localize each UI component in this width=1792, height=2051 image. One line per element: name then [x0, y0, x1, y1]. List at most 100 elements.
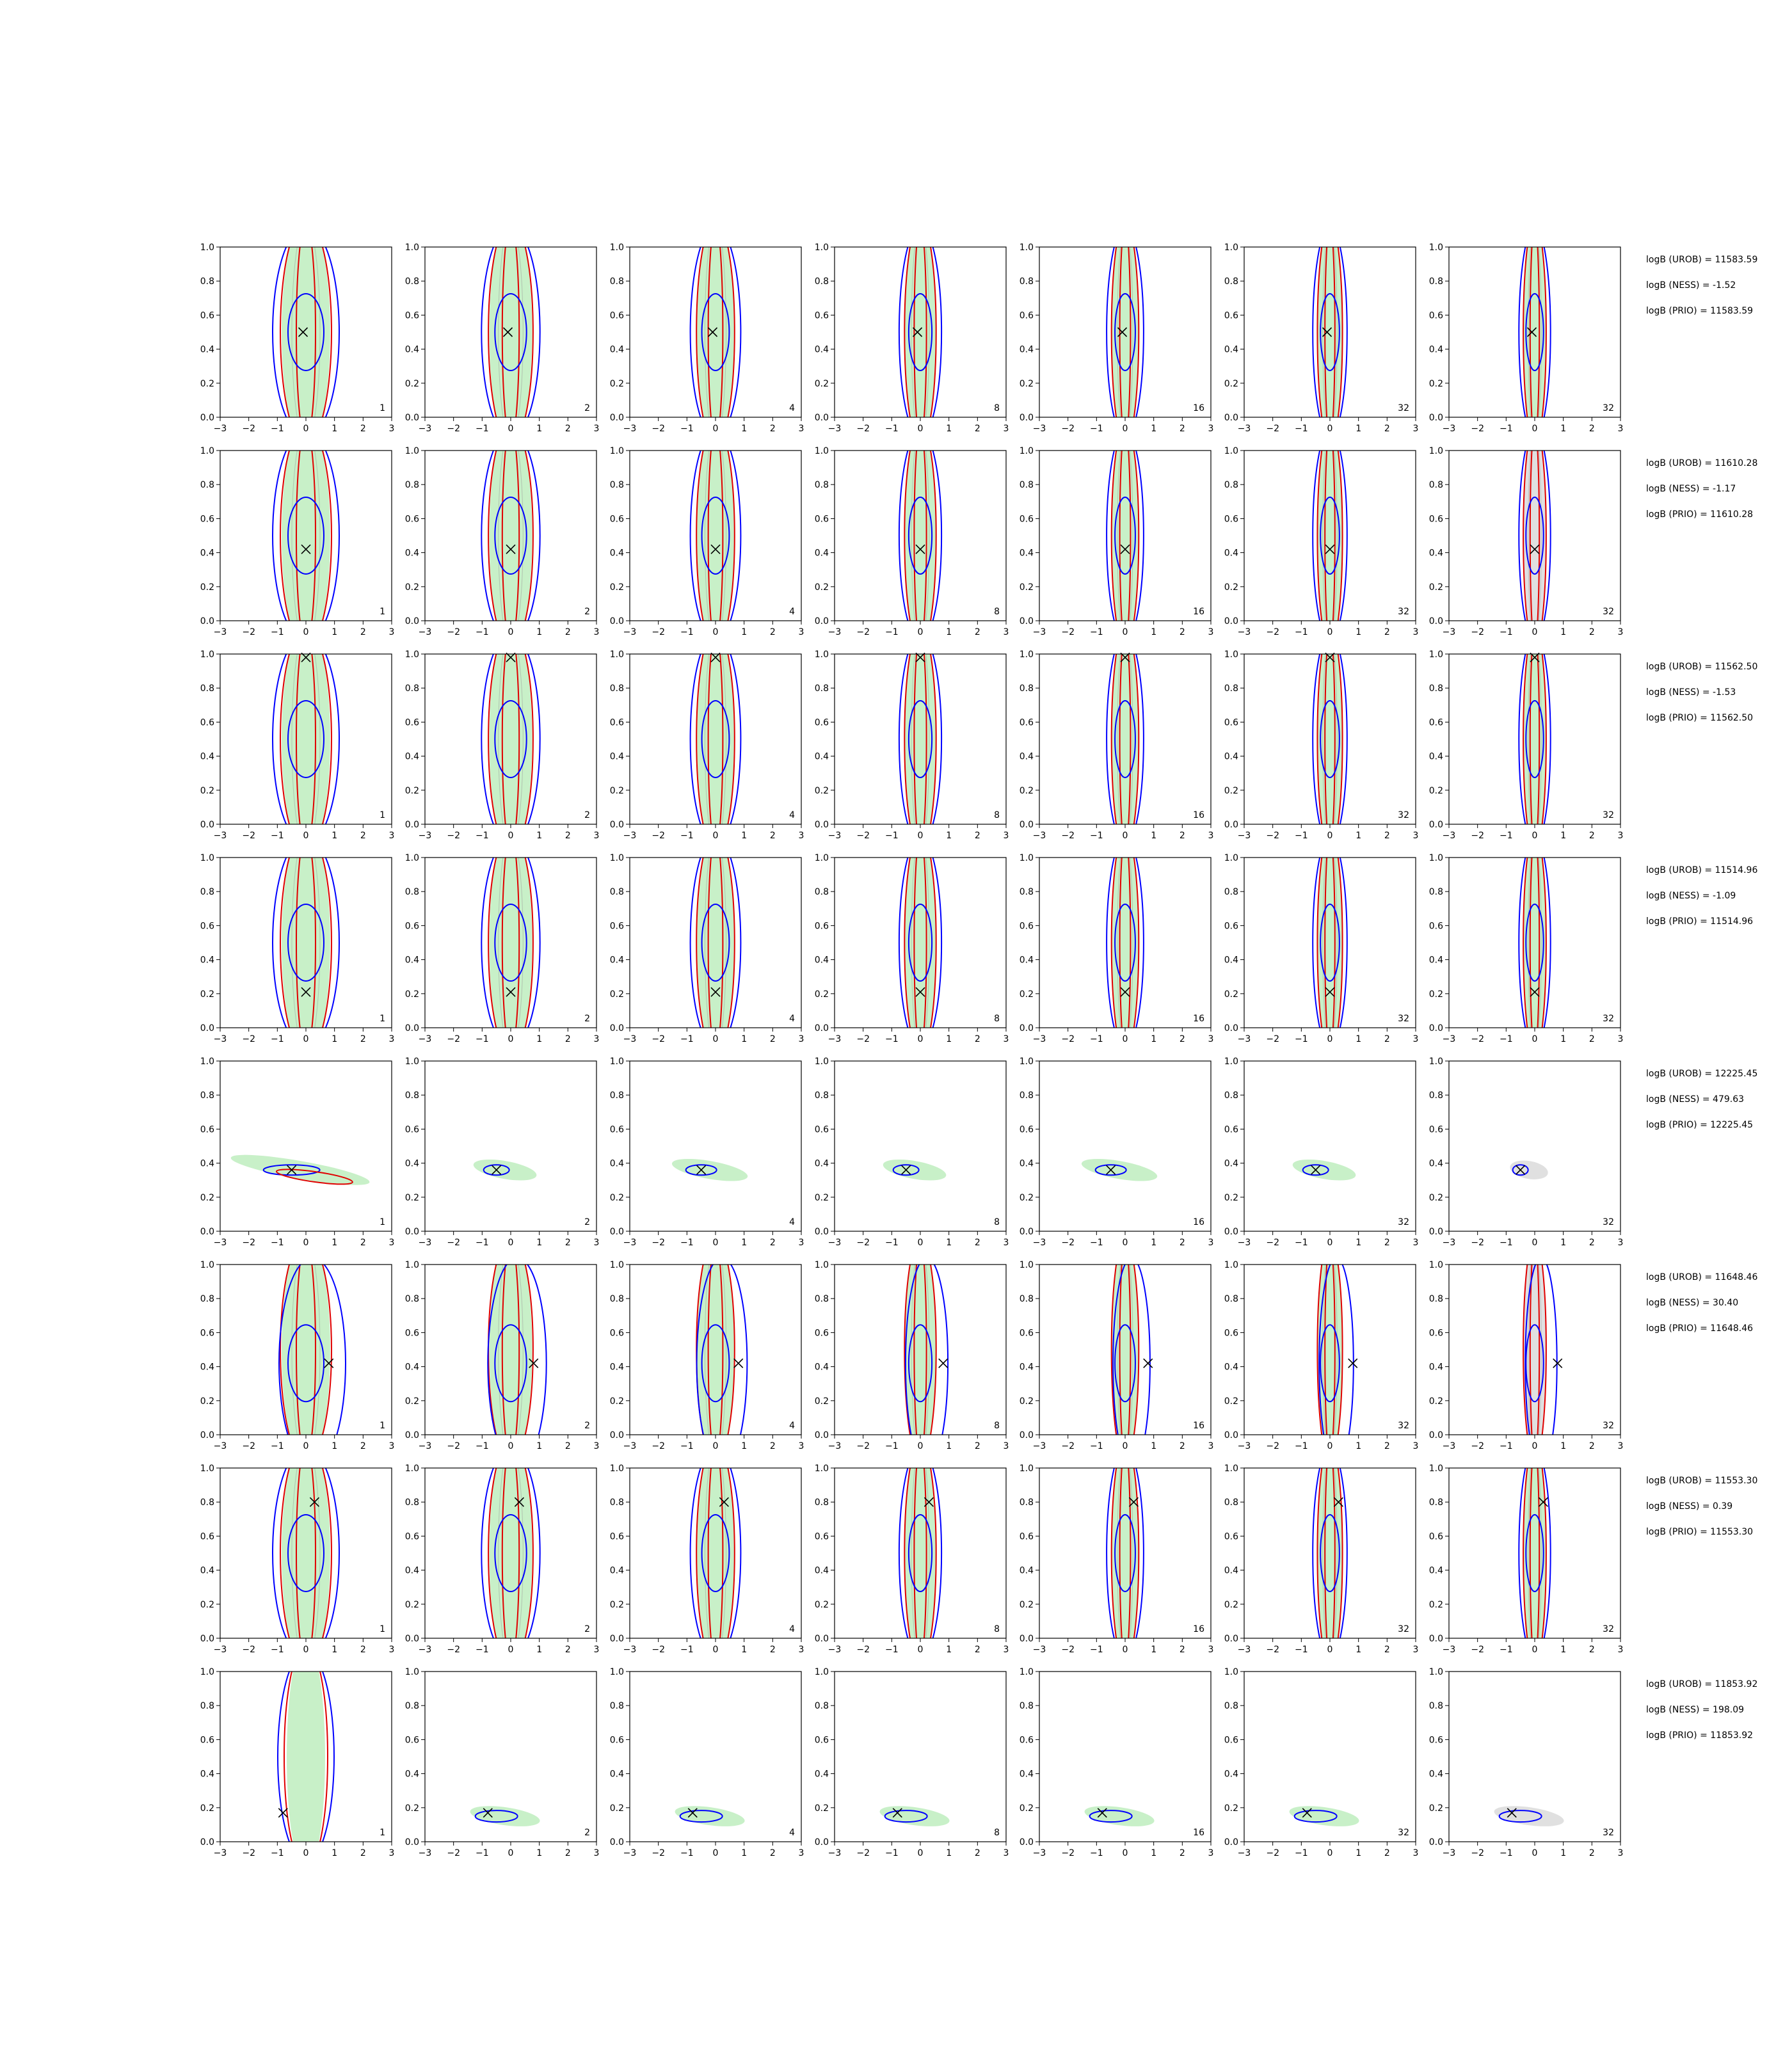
- density-fill: [879, 1806, 950, 1826]
- y-tick-label: 1.0: [610, 650, 624, 660]
- panel-r1-c1: −3 −2 −1 0 1 2 3 0.0 0.2 0.4 0.6 0.8 1.0 1: [200, 243, 395, 434]
- x-tick-label: −2: [1061, 1441, 1075, 1451]
- x-tick-label: −1: [1295, 627, 1308, 637]
- y-tick-label: 0.4: [1429, 345, 1443, 355]
- y-tick-label: 0.4: [200, 1566, 214, 1576]
- x-tick-label: −1: [1500, 627, 1513, 637]
- x-tick-label: 3: [1208, 1848, 1214, 1858]
- x-tick-label: 2: [1384, 1645, 1390, 1655]
- series-b-inner: [1324, 1265, 1336, 1435]
- x-tick-label: −2: [447, 424, 460, 434]
- y-tick-label: 0.2: [815, 582, 829, 593]
- x-tick-label: 3: [1413, 627, 1419, 637]
- x-tick-label: 2: [975, 627, 980, 637]
- y-tick-label: 1.0: [1224, 243, 1238, 253]
- series-b-outer: [1316, 858, 1343, 1028]
- x-tick-label: 2: [770, 831, 776, 841]
- x-tick-label: 2: [770, 627, 776, 637]
- series-a-outer: [1312, 1468, 1348, 1638]
- y-tick-label: 0.4: [1429, 955, 1443, 966]
- x-tick-label: 0: [508, 424, 514, 434]
- series-b-inner: [1324, 451, 1336, 621]
- true-point-marker: [1302, 1808, 1312, 1818]
- series-b-outer: [696, 247, 735, 417]
- density-fill: [282, 247, 330, 417]
- density-contour: [291, 1265, 321, 1435]
- y-tick-label: 0.2: [815, 1803, 829, 1814]
- x-tick-label: 2: [565, 1238, 571, 1248]
- y-tick-label: 0.6: [815, 1531, 829, 1542]
- x-tick-label: 2: [565, 1034, 571, 1044]
- series-a-inner: [1320, 1514, 1340, 1592]
- x-tick-label: 0: [303, 1238, 309, 1248]
- y-tick-label: 0.8: [200, 887, 214, 897]
- series-a-outer: [898, 1468, 943, 1638]
- x-tick-label: 1: [536, 1034, 542, 1044]
- true-point-marker: [1325, 987, 1335, 997]
- y-tick-label: 1.0: [815, 1464, 829, 1474]
- true-point-marker: [1553, 1358, 1563, 1368]
- panel-column-label: 2: [584, 1624, 590, 1634]
- y-tick-label: 0.6: [815, 310, 829, 321]
- y-tick-label: 0.0: [200, 413, 214, 423]
- y-tick-label: 1.0: [1429, 243, 1443, 253]
- y-tick-label: 0.6: [815, 717, 829, 728]
- x-tick-label: −3: [1238, 1238, 1251, 1248]
- x-tick-label: −1: [271, 1645, 284, 1655]
- x-tick-label: −1: [680, 424, 694, 434]
- series-b-inner: [1529, 654, 1540, 824]
- y-tick-label: 0.2: [1020, 582, 1034, 593]
- series-a-outer: [1302, 1164, 1329, 1176]
- y-tick-label: 0.4: [815, 1362, 829, 1373]
- y-tick-label: 0.8: [1020, 887, 1034, 897]
- series-b-inner: [913, 451, 927, 621]
- x-tick-label: −1: [1090, 1238, 1103, 1248]
- series-a-inner: [701, 700, 730, 778]
- x-tick-label: −3: [419, 1441, 432, 1451]
- y-tick-label: 0.2: [610, 1193, 624, 1203]
- x-tick-label: −1: [476, 831, 489, 841]
- x-tick-label: 1: [946, 1645, 952, 1655]
- x-tick-label: 2: [1384, 1034, 1390, 1044]
- panel-r8-c5: −3 −2 −1 0 1 2 3 0.0 0.2 0.4 0.6 0.8 1.0 16: [1020, 1667, 1214, 1858]
- y-tick-label: 0.6: [1020, 1328, 1034, 1338]
- y-tick-label: 0.8: [815, 1294, 829, 1304]
- x-tick-label: 2: [360, 627, 366, 637]
- y-tick-label: 1.0: [1429, 650, 1443, 660]
- x-tick-label: −2: [1266, 424, 1279, 434]
- density-contour: [498, 858, 524, 1028]
- x-tick-label: −1: [271, 1034, 284, 1044]
- density-contour: [498, 654, 524, 824]
- x-tick-label: 2: [975, 1238, 980, 1248]
- panel-r8-c3: −3 −2 −1 0 1 2 3 0.0 0.2 0.4 0.6 0.8 1.0 4: [610, 1667, 804, 1858]
- series-a-inner: [1320, 1324, 1340, 1403]
- y-tick-label: 0.8: [405, 1701, 419, 1711]
- y-tick-label: 0.0: [405, 1634, 419, 1644]
- y-tick-label: 0.2: [405, 582, 419, 593]
- contours: [898, 247, 943, 417]
- series-b-outer: [904, 654, 937, 824]
- y-tick-label: 0.2: [200, 1600, 214, 1610]
- series-b-inner: [1529, 247, 1540, 417]
- y-tick-label: 1.0: [815, 1057, 829, 1067]
- y-tick-label: 0.6: [200, 1328, 214, 1338]
- y-tick-label: 1.0: [1224, 1057, 1238, 1067]
- y-tick-label: 1.0: [405, 243, 419, 253]
- density-fill: [282, 1468, 330, 1638]
- true-point-marker: [1097, 1808, 1107, 1818]
- y-tick-label: 0.2: [815, 1193, 829, 1203]
- true-point-marker: [492, 1165, 502, 1175]
- y-tick-label: 0.2: [610, 1396, 624, 1407]
- panel-column-label: 32: [1398, 810, 1409, 820]
- x-tick-label: 0: [508, 831, 514, 841]
- x-tick-label: 2: [360, 831, 366, 841]
- x-tick-label: 3: [1618, 1848, 1624, 1858]
- series-b-outer: [488, 1468, 534, 1638]
- contours: [1518, 1468, 1551, 1638]
- y-tick-label: 0.6: [1429, 1735, 1443, 1745]
- x-tick-label: −1: [271, 1848, 284, 1858]
- density-fill: [282, 451, 330, 621]
- y-tick-label: 0.0: [1224, 820, 1238, 830]
- series-a-outer: [1094, 1164, 1127, 1176]
- panel-column-label: 4: [789, 1217, 795, 1227]
